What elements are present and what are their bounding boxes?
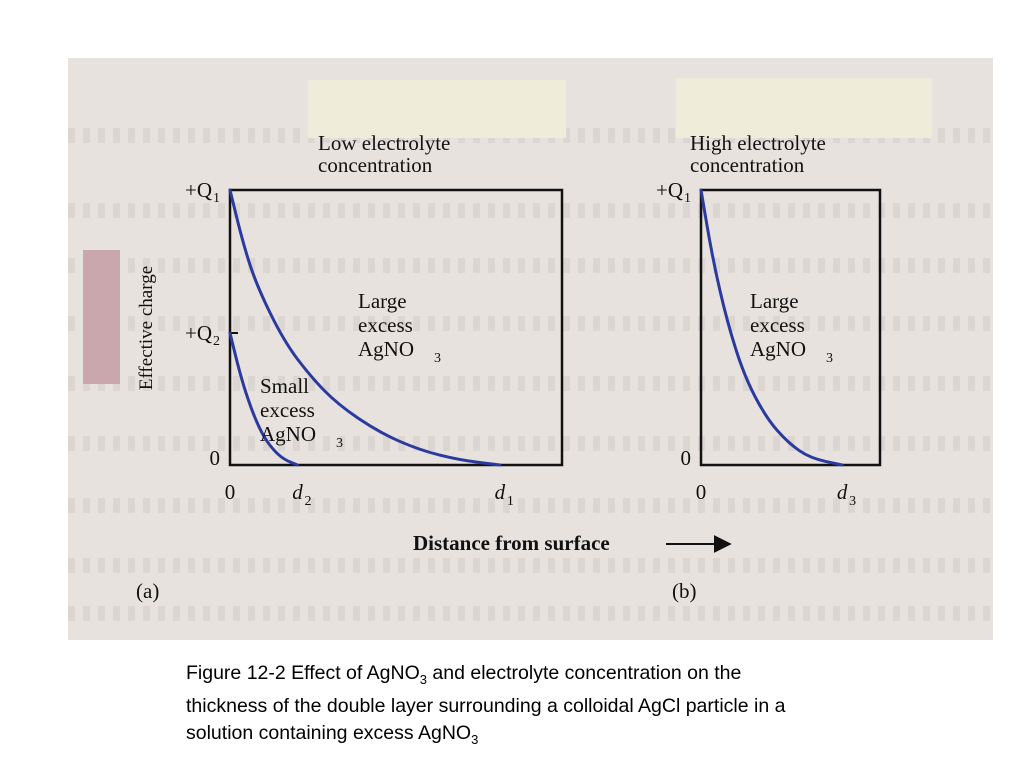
panel-a-ytick-0: +Q xyxy=(185,178,212,202)
caption-line3-sub: 3 xyxy=(471,731,479,747)
panel-b-frame xyxy=(699,188,882,467)
panel-a-title-line-1: Low electrolyte xyxy=(318,131,450,155)
panel-a-xtick-1: d xyxy=(292,480,303,504)
panel-a-annot-0-line2: excess xyxy=(358,313,413,337)
panel-b-annot-0-line2: excess xyxy=(750,313,805,337)
panel-a-ylabel: Effective charge xyxy=(136,266,157,390)
panel-a: Low electrolyte concentration Effective … xyxy=(136,131,564,603)
panel-a-annot-0-sub: 3 xyxy=(434,351,441,366)
panel-a-curve-1 xyxy=(228,331,299,467)
caption-line1-sub: 3 xyxy=(419,671,427,687)
panel-b-xtick-sub-1: 3 xyxy=(849,494,856,509)
panel-a-curve-0 xyxy=(228,188,502,467)
panel-a-annot-1-line3: AgNO xyxy=(260,422,316,446)
panel-a-ytick-sub-0: 1 xyxy=(213,191,220,206)
panel-b-title-line-1: High electrolyte xyxy=(690,131,826,155)
panel-b-annot-0-sub: 3 xyxy=(826,351,833,366)
panel-a-xtick-sub-2: 1 xyxy=(507,494,514,509)
panel-a-ytick-sub-1: 2 xyxy=(213,334,220,349)
panel-b-title-line-2: concentration xyxy=(690,153,805,177)
pink-tab xyxy=(83,250,120,384)
highlight-patch-a xyxy=(308,80,566,138)
panel-a-annot-1-sub: 3 xyxy=(336,436,343,451)
caption-line1-a: Figure 12-2 Effect of AgNO xyxy=(186,662,420,684)
highlight-patch-b xyxy=(676,78,932,138)
caption-line1-b: and electrolyte concentration on the xyxy=(427,662,742,684)
panel-a-xtick-0: 0 xyxy=(225,480,236,504)
caption-line3-a: solution containing excess AgNO xyxy=(186,721,472,744)
panel-a-annot-0-line3: AgNO xyxy=(358,337,414,361)
panel-a-xtick-sub-1: 2 xyxy=(304,494,311,509)
shared-xlabel: Distance from surface xyxy=(413,531,610,555)
panel-a-ytick-2: 0 xyxy=(210,446,221,470)
panel-a-annot-1-line2: excess xyxy=(260,398,315,422)
panel-a-annot-1-line1: Small xyxy=(260,374,309,398)
panel-b-annot-0-line3: AgNO xyxy=(750,337,806,361)
panel-b-ytick-sub-0: 1 xyxy=(684,191,691,206)
caption-line2: thickness of the double layer surroundin… xyxy=(186,694,786,717)
scanned-page-background xyxy=(68,58,993,640)
panel-a-ytick-1: +Q xyxy=(185,321,212,345)
panel-b-label: (b) xyxy=(672,579,697,603)
figure-caption: Figure 12-2 Effect of AgNO3 and electrol… xyxy=(186,660,986,753)
panel-a-label: (a) xyxy=(136,579,159,603)
panel-b-annot-0-line1: Large xyxy=(750,289,799,313)
panel-b-curve-0 xyxy=(699,188,844,467)
panel-a-annot-0-line1: Large xyxy=(358,289,407,313)
panel-a-xtick-2: d xyxy=(495,480,506,504)
panel-a-frame xyxy=(228,188,564,467)
panel-b-ytick-0: +Q xyxy=(656,178,683,202)
double-layer-figure: Low electrolyte concentration Effective … xyxy=(136,131,882,603)
panel-a-title-line-2: concentration xyxy=(318,153,433,177)
panel-b-ytick-1: 0 xyxy=(681,446,692,470)
panel-b-xtick-1: d xyxy=(837,480,848,504)
panel-b-xtick-0: 0 xyxy=(696,480,707,504)
